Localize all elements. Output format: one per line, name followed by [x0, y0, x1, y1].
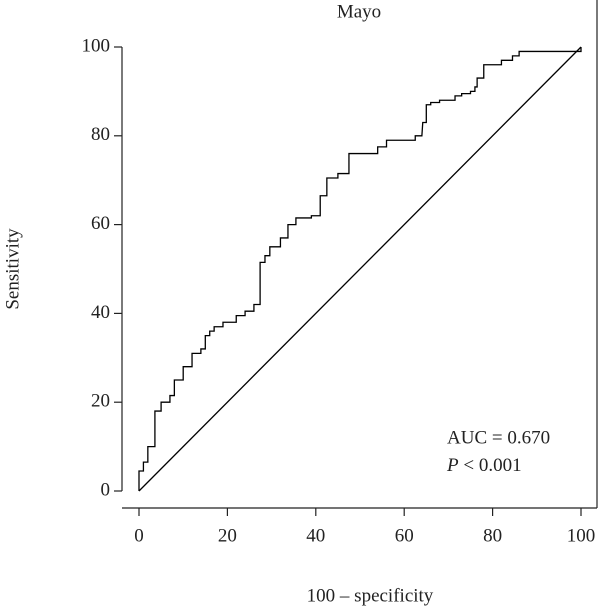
- y-tick-label: 60: [91, 213, 110, 234]
- p-annotation: P < 0.001: [446, 455, 522, 476]
- x-tick-label: 0: [134, 525, 144, 546]
- roc-line: [138, 47, 582, 491]
- x-tick-label: 20: [218, 525, 237, 546]
- x-tick-label: 80: [483, 525, 502, 546]
- x-tick-label: 40: [306, 525, 325, 546]
- chart-title: Mayo: [337, 1, 381, 22]
- x-axis-label: 100 – specificity: [307, 585, 434, 606]
- y-tick-label: 20: [91, 391, 110, 412]
- y-axis-label: Sensitivity: [2, 228, 23, 310]
- auc-annotation: AUC = 0.670: [447, 427, 550, 448]
- x-tick-label: 100: [567, 525, 596, 546]
- y-tick-label: 100: [82, 35, 111, 56]
- y-tick-label: 40: [91, 302, 110, 323]
- y-tick-label: 80: [91, 124, 110, 145]
- roc-line: [138, 46, 582, 492]
- x-tick-label: 60: [395, 525, 414, 546]
- y-tick-label: 0: [101, 479, 111, 500]
